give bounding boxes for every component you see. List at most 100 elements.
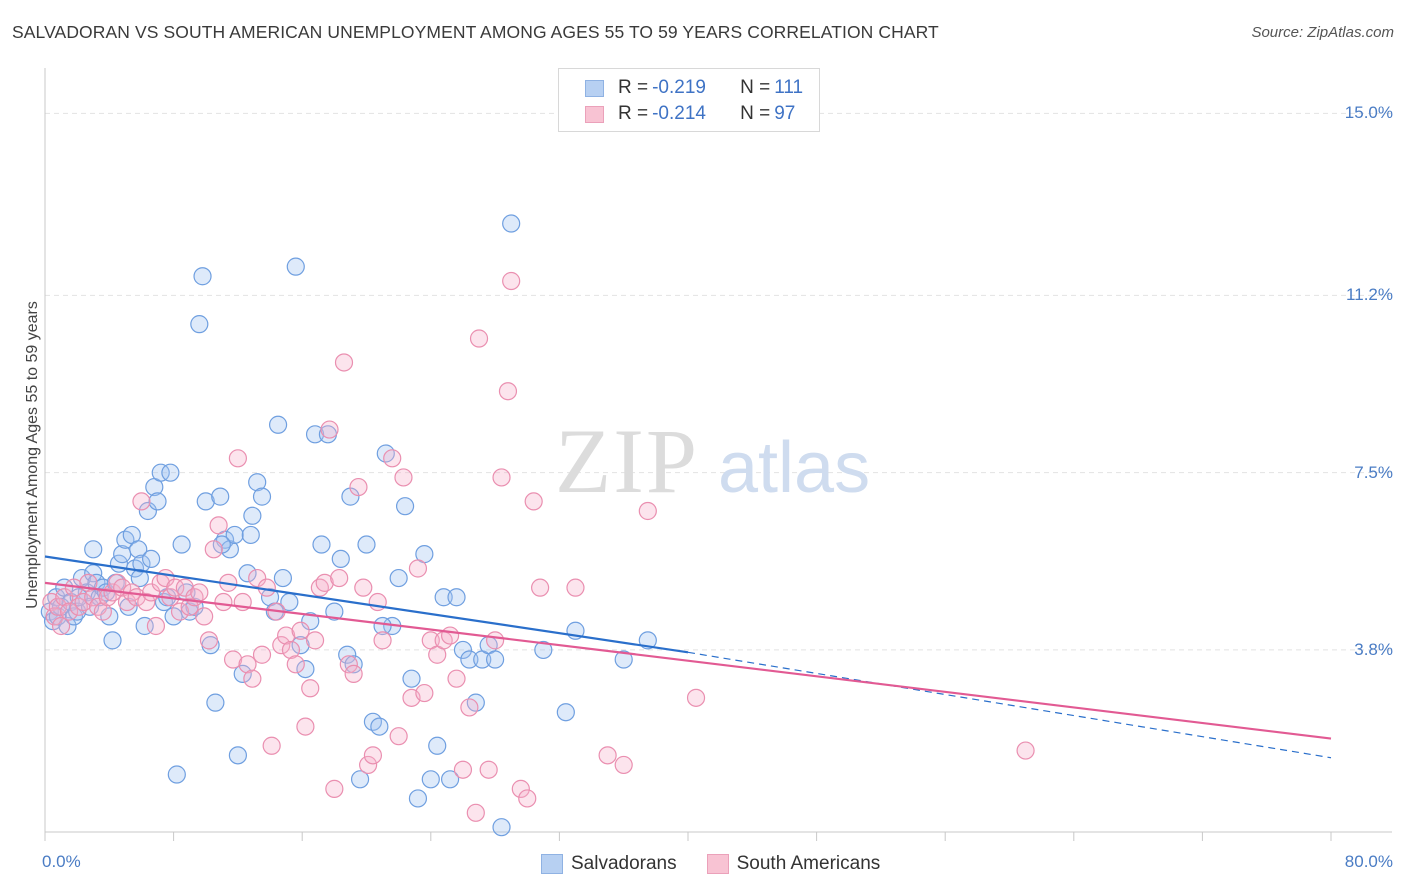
data-point xyxy=(363,746,383,765)
data-point xyxy=(129,540,148,559)
data-point xyxy=(252,487,272,506)
legend-swatch-blue xyxy=(585,79,604,97)
data-point xyxy=(175,578,194,597)
data-point xyxy=(199,631,219,650)
chart-title: SALVADORAN VS SOUTH AMERICAN UNEMPLOYMEN… xyxy=(12,22,939,42)
data-point xyxy=(206,693,225,712)
trend-lines xyxy=(44,555,1332,759)
data-point xyxy=(141,549,161,569)
data-point xyxy=(248,473,267,492)
x-tick-label-min: 0.0% xyxy=(42,852,81,871)
data-point xyxy=(566,578,585,597)
data-point xyxy=(394,468,413,487)
data-point xyxy=(74,592,93,612)
data-point xyxy=(315,573,334,592)
watermark-zip: ZIP xyxy=(555,410,699,512)
data-point xyxy=(598,746,617,765)
data-point xyxy=(132,554,151,573)
data-point xyxy=(334,353,354,372)
data-point xyxy=(51,616,71,636)
data-point xyxy=(638,501,657,521)
data-point xyxy=(447,588,466,607)
data-point xyxy=(195,607,214,626)
data-point xyxy=(281,640,301,660)
data-point xyxy=(273,568,293,588)
data-point xyxy=(428,736,447,755)
data-point xyxy=(344,655,363,674)
data-point xyxy=(305,425,325,444)
axes xyxy=(44,68,1392,841)
data-point xyxy=(331,549,350,569)
data-point xyxy=(460,650,479,669)
trend-extension-salvadorans xyxy=(687,651,1332,759)
data-point xyxy=(486,631,505,650)
data-point xyxy=(383,449,402,468)
data-point xyxy=(268,415,288,434)
data-point xyxy=(193,267,212,286)
series-swatch-blue xyxy=(541,854,563,874)
data-point xyxy=(492,468,511,487)
data-point xyxy=(228,449,247,468)
data-point xyxy=(402,669,421,688)
data-point xyxy=(614,650,633,669)
data-point xyxy=(204,540,223,559)
data-point xyxy=(296,717,315,736)
data-point xyxy=(248,568,267,588)
series-name: South Americans xyxy=(736,853,881,874)
series-legend-salvadorans: Salvadorans xyxy=(541,853,677,875)
data-point xyxy=(48,597,67,616)
series-south-americans-points xyxy=(42,271,1035,822)
data-point xyxy=(238,564,257,583)
series-swatch-pink xyxy=(706,854,729,874)
data-point xyxy=(320,420,339,439)
data-point xyxy=(190,315,209,334)
data-point xyxy=(511,779,530,798)
series-salvadorans-points xyxy=(40,214,657,837)
data-point xyxy=(357,535,376,554)
data-point xyxy=(370,717,389,736)
data-point xyxy=(460,698,479,717)
series-legend-south-americans: South Americans xyxy=(706,853,881,875)
legend-r-value: -0.219 xyxy=(652,77,706,98)
data-point xyxy=(58,616,77,636)
data-point xyxy=(233,664,252,683)
data-point xyxy=(339,655,358,674)
data-point xyxy=(196,492,215,511)
data-point xyxy=(440,770,460,789)
data-point xyxy=(151,463,170,482)
data-point xyxy=(373,631,392,650)
data-point xyxy=(103,631,122,650)
data-point xyxy=(330,568,349,588)
data-point xyxy=(408,559,428,578)
legend-r-label: R = xyxy=(618,103,649,124)
series-legend: Salvadorans South Americans xyxy=(541,853,910,875)
data-point xyxy=(166,578,185,597)
data-point xyxy=(344,664,363,683)
data-point xyxy=(434,588,453,607)
data-point xyxy=(296,660,315,679)
data-point xyxy=(518,789,537,808)
y-tick-label: 7.5% xyxy=(1354,462,1393,482)
data-point xyxy=(524,492,543,511)
data-point xyxy=(502,271,521,291)
trend-line-salvadorans xyxy=(44,555,689,654)
legend-r-value: -0.214 xyxy=(652,103,706,124)
data-point xyxy=(262,736,281,755)
data-point xyxy=(225,525,244,545)
data-point xyxy=(161,463,180,482)
data-point xyxy=(60,602,79,621)
data-point xyxy=(415,683,434,703)
data-point xyxy=(272,636,291,655)
data-point xyxy=(148,492,167,511)
chart-source: Source: ZipAtlas.com xyxy=(1251,24,1394,41)
data-point xyxy=(1016,741,1035,760)
data-point xyxy=(243,669,262,688)
watermark: ZIP atlas xyxy=(555,410,870,512)
data-point xyxy=(359,755,378,775)
data-point xyxy=(440,626,460,645)
data-point xyxy=(354,578,373,597)
data-point xyxy=(453,640,473,660)
data-point xyxy=(312,535,331,554)
data-point xyxy=(447,669,466,688)
data-point xyxy=(223,650,243,669)
